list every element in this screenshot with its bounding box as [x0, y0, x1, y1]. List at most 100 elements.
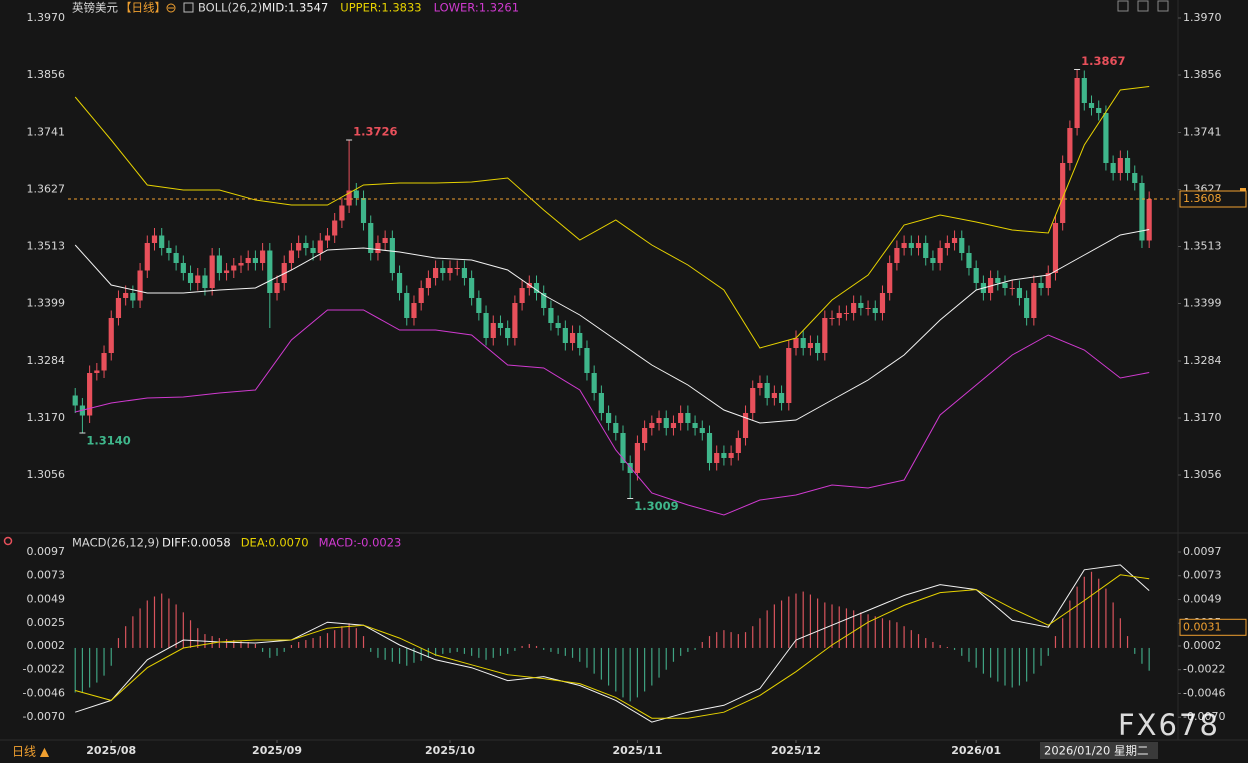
candle-body — [649, 423, 655, 428]
candle-body — [735, 438, 741, 453]
x-tick-label: 2025/11 — [612, 744, 662, 757]
x-tick-label: 2025/09 — [252, 744, 302, 757]
candle-body — [382, 238, 388, 243]
candle-body — [310, 248, 316, 253]
candle-body — [714, 453, 720, 463]
candle-body — [800, 338, 806, 348]
legend-entry: MID:1.3547 — [262, 1, 328, 15]
candle-body — [1067, 128, 1073, 163]
candle-body — [454, 268, 460, 269]
y2-tick-label: 1.3170 — [1183, 411, 1222, 424]
candle-body — [670, 423, 677, 428]
candle-body — [346, 190, 352, 206]
band-line — [74, 229, 1150, 424]
period-button[interactable]: 日线 ▲ — [12, 745, 50, 759]
y-tick-label: 0.0025 — [27, 616, 66, 629]
candle-body — [130, 293, 136, 301]
y-tick-label: 0.0073 — [27, 569, 66, 582]
candle-body — [166, 248, 172, 253]
candle-body — [678, 413, 684, 423]
period[interactable]: 【日线】 — [120, 1, 166, 15]
window-button[interactable] — [1117, 0, 1129, 12]
candle-body — [995, 278, 1001, 283]
candle-body — [807, 343, 813, 348]
candle-body — [159, 235, 165, 248]
candle-body — [1009, 288, 1015, 289]
candle-body — [1016, 288, 1023, 298]
candle-body — [195, 275, 201, 283]
y-tick-label: 0.0002 — [27, 639, 66, 652]
candle-body — [418, 288, 424, 303]
candle-body — [303, 243, 309, 248]
collapse-icon[interactable] — [166, 3, 176, 13]
y2-tick-label: 1.3284 — [1183, 354, 1222, 367]
candle-body — [180, 263, 186, 273]
y-tick-label: 1.3170 — [27, 411, 66, 424]
y-tick-label: 1.3970 — [27, 11, 66, 24]
candle-body — [836, 313, 842, 318]
candle-body — [973, 268, 979, 283]
y2-tick-label: 1.3970 — [1183, 11, 1222, 24]
x-tick-label: 2025/12 — [771, 744, 821, 757]
y2-tick-label: 1.3513 — [1183, 240, 1222, 253]
y2-tick-label: -0.0046 — [1183, 686, 1225, 699]
candle-body — [267, 250, 273, 293]
candle-body — [1146, 199, 1152, 241]
y-tick-label: 1.3513 — [27, 240, 66, 253]
candle-body — [490, 323, 496, 338]
window-button[interactable] — [1157, 0, 1169, 12]
x-tick-label: 2025/08 — [86, 744, 136, 757]
y2-tick-label: -0.0022 — [1183, 663, 1225, 676]
candle-body — [569, 333, 576, 343]
candle-body — [966, 253, 972, 268]
candle-body — [901, 243, 907, 248]
candle-body — [440, 268, 446, 273]
candle-body — [202, 275, 208, 288]
y-tick-label: 1.3741 — [27, 126, 66, 139]
candle-body — [642, 428, 648, 443]
candle-body — [858, 303, 864, 308]
candle-body — [476, 298, 482, 313]
candle-body — [1132, 173, 1138, 183]
candle-body — [1110, 163, 1116, 173]
candle-body — [951, 238, 958, 243]
candle-body — [706, 433, 713, 463]
legend-entry: DEA:0.0070 — [241, 536, 309, 550]
macd-line — [75, 574, 1150, 719]
candle-body — [822, 318, 828, 353]
candle-body — [728, 453, 734, 458]
candle-body — [591, 373, 597, 393]
value-box — [1179, 618, 1247, 636]
y-tick-label: -0.0022 — [23, 663, 65, 676]
candle-body — [238, 263, 244, 266]
candle-body — [879, 293, 886, 313]
candle-body — [872, 308, 878, 313]
y2-tick-label: 1.3856 — [1183, 68, 1222, 81]
x-tick-label: 2026/01 — [951, 744, 1001, 757]
candle-body — [72, 395, 78, 406]
candle-body — [519, 288, 525, 303]
extreme-label: 1.3009 — [634, 499, 678, 513]
candle-body — [555, 323, 561, 328]
y2-tick-label: 1.3399 — [1183, 297, 1222, 310]
y2-tick-label: 0.0049 — [1183, 592, 1222, 605]
panel-icon[interactable] — [3, 536, 13, 546]
candle-body — [252, 258, 258, 263]
extreme-label: 1.3867 — [1081, 54, 1125, 68]
legend-entry: UPPER:1.3833 — [340, 1, 421, 15]
candle-body — [231, 265, 237, 271]
candle-body — [843, 313, 850, 314]
candle-body — [108, 318, 114, 353]
cursor-date: 2026/01/20 星期二 — [1044, 744, 1148, 758]
candle-body — [512, 303, 518, 338]
candle-body — [721, 453, 727, 458]
window-button[interactable] — [1137, 0, 1149, 12]
candle-body — [742, 413, 749, 438]
candle-body — [461, 268, 468, 278]
candle-body — [908, 243, 914, 248]
candle-body — [829, 318, 835, 319]
candle-body — [404, 293, 410, 318]
candle-body — [1024, 298, 1030, 318]
indicator-icon[interactable] — [183, 2, 194, 13]
main-indicator: BOLL(26,2) — [198, 1, 262, 15]
